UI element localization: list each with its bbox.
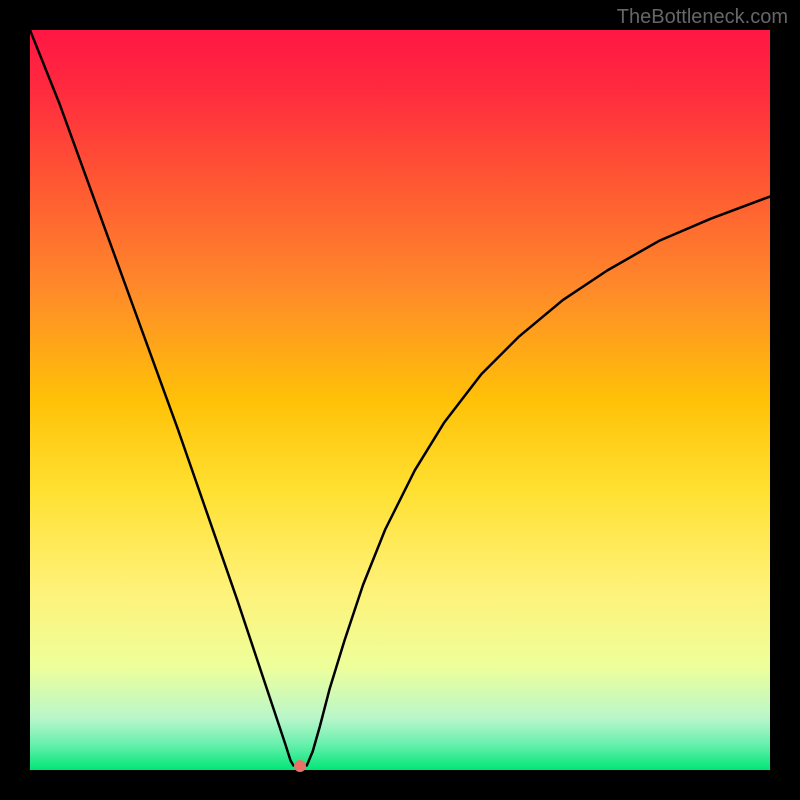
optimal-point-marker <box>294 760 306 772</box>
chart-container <box>0 0 800 800</box>
watermark-text: TheBottleneck.com <box>617 6 788 29</box>
plot-area <box>30 30 770 770</box>
bottleneck-curve <box>30 30 770 770</box>
